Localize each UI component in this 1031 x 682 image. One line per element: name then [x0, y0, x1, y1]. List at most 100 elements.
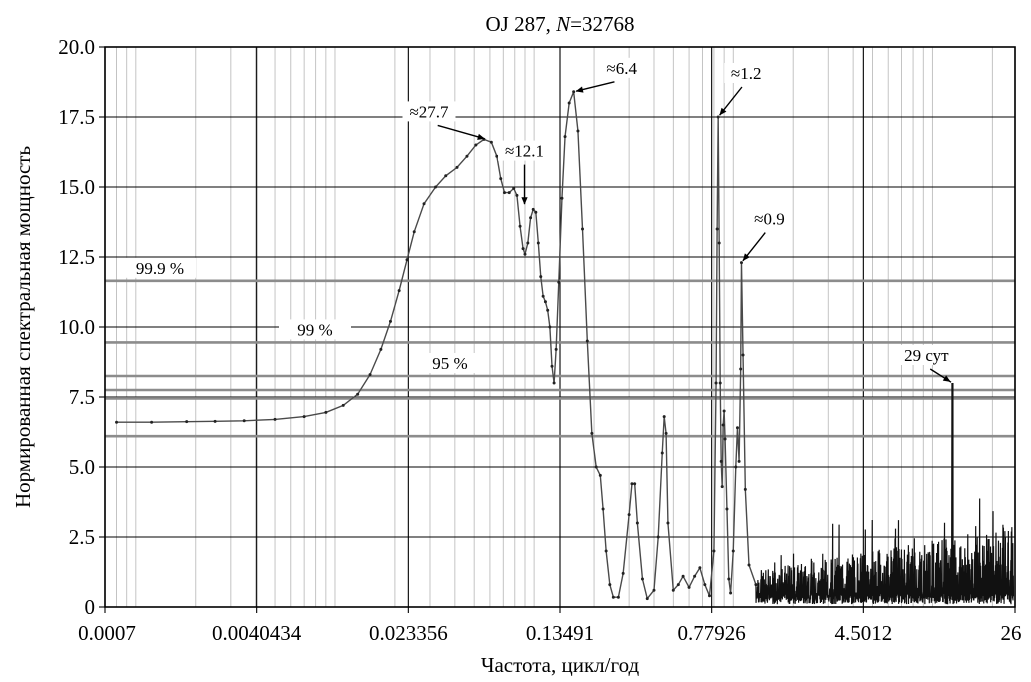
series-point [666, 522, 669, 525]
x-tick-label: 0.13491 [526, 621, 594, 645]
series-point [586, 340, 589, 343]
series-point [716, 228, 719, 231]
series-point [652, 589, 655, 592]
series-point [602, 508, 605, 511]
series-point [546, 309, 549, 312]
series-point [542, 295, 545, 298]
series-point [608, 583, 611, 586]
series-point [214, 420, 217, 423]
series-point [519, 225, 522, 228]
series-point [630, 482, 633, 485]
y-tick-label: 20.0 [58, 35, 95, 59]
annotation-label: 29 сут [904, 346, 949, 365]
series-point [553, 382, 556, 385]
y-tick-label: 0 [85, 595, 96, 619]
series-point [534, 211, 537, 214]
series-point [720, 460, 723, 463]
series-point [641, 578, 644, 581]
series-point [732, 550, 735, 553]
series-point [729, 592, 732, 595]
series-point [523, 253, 526, 256]
series-point [636, 522, 639, 525]
y-tick-label: 10.0 [58, 315, 95, 339]
series-point [633, 482, 636, 485]
x-tick-label: 0.023356 [369, 621, 448, 645]
annotation-label: ≈6.4 [606, 59, 637, 78]
series-point [548, 326, 551, 329]
series-point [661, 452, 664, 455]
series-point [740, 261, 743, 264]
series-point [115, 421, 118, 424]
series-point [717, 116, 720, 119]
x-tick-label: 4.5012 [834, 621, 892, 645]
annotation-label: ≈1.2 [731, 64, 762, 83]
series-point [739, 368, 742, 371]
series-point [744, 488, 747, 491]
series-point [539, 275, 542, 278]
series-point [537, 242, 540, 245]
series-point [515, 194, 518, 197]
series-point [512, 187, 515, 190]
series-point [708, 594, 711, 597]
series-point [742, 354, 745, 357]
x-tick-label: 0.77926 [678, 621, 746, 645]
series-point [274, 418, 277, 421]
y-tick-label: 12.5 [58, 245, 95, 269]
series-point [723, 410, 726, 413]
series-point [474, 144, 477, 147]
series-point [413, 230, 416, 233]
series-point [568, 102, 571, 105]
series-point [389, 320, 392, 323]
series-point [423, 202, 426, 205]
series-point [434, 186, 437, 189]
series-point [356, 393, 359, 396]
series-point [719, 382, 722, 385]
series-point [646, 597, 649, 600]
chart-title: OJ 287, N=32768 [486, 12, 635, 36]
series-point [557, 281, 560, 284]
series-point [495, 155, 498, 158]
series-point [725, 508, 728, 511]
x-tick-label: 0.0040434 [212, 621, 302, 645]
series-point [499, 177, 502, 180]
series-point [526, 242, 529, 245]
series-point [722, 424, 725, 427]
series-point [243, 419, 246, 422]
series-point [185, 420, 188, 423]
series-point [572, 90, 575, 93]
series-point [342, 404, 345, 407]
series-point [682, 575, 685, 578]
annotation-label: ≈12.1 [505, 142, 544, 161]
series-point [551, 365, 554, 368]
significance-label: 95 % [432, 354, 467, 373]
series-point [677, 583, 680, 586]
series-point [150, 421, 153, 424]
series-point [324, 411, 327, 414]
series-point [560, 197, 563, 200]
x-axis-label: Частота, цикл/год [481, 653, 640, 677]
series-point [599, 474, 602, 477]
series-point [369, 373, 372, 376]
series-point [303, 415, 306, 418]
series-point [612, 596, 615, 599]
series-point [721, 485, 724, 488]
series-point [532, 208, 535, 211]
series-point [663, 415, 666, 418]
series-point [444, 174, 447, 177]
series-point [748, 564, 751, 567]
series-point [738, 460, 741, 463]
annotation-label: ≈27.7 [409, 102, 449, 121]
series-point [456, 166, 459, 169]
series-point [715, 382, 718, 385]
y-tick-label: 7.5 [69, 385, 95, 409]
series-point [693, 575, 696, 578]
y-tick-label: 2.5 [69, 525, 95, 549]
series-point [503, 191, 506, 194]
series-point [672, 589, 675, 592]
series-point [712, 550, 715, 553]
series-point [564, 135, 567, 138]
y-axis-label: Нормированная спектральная мощность [11, 146, 35, 508]
series-point [605, 550, 608, 553]
significance-label: 99.9 % [136, 259, 184, 278]
